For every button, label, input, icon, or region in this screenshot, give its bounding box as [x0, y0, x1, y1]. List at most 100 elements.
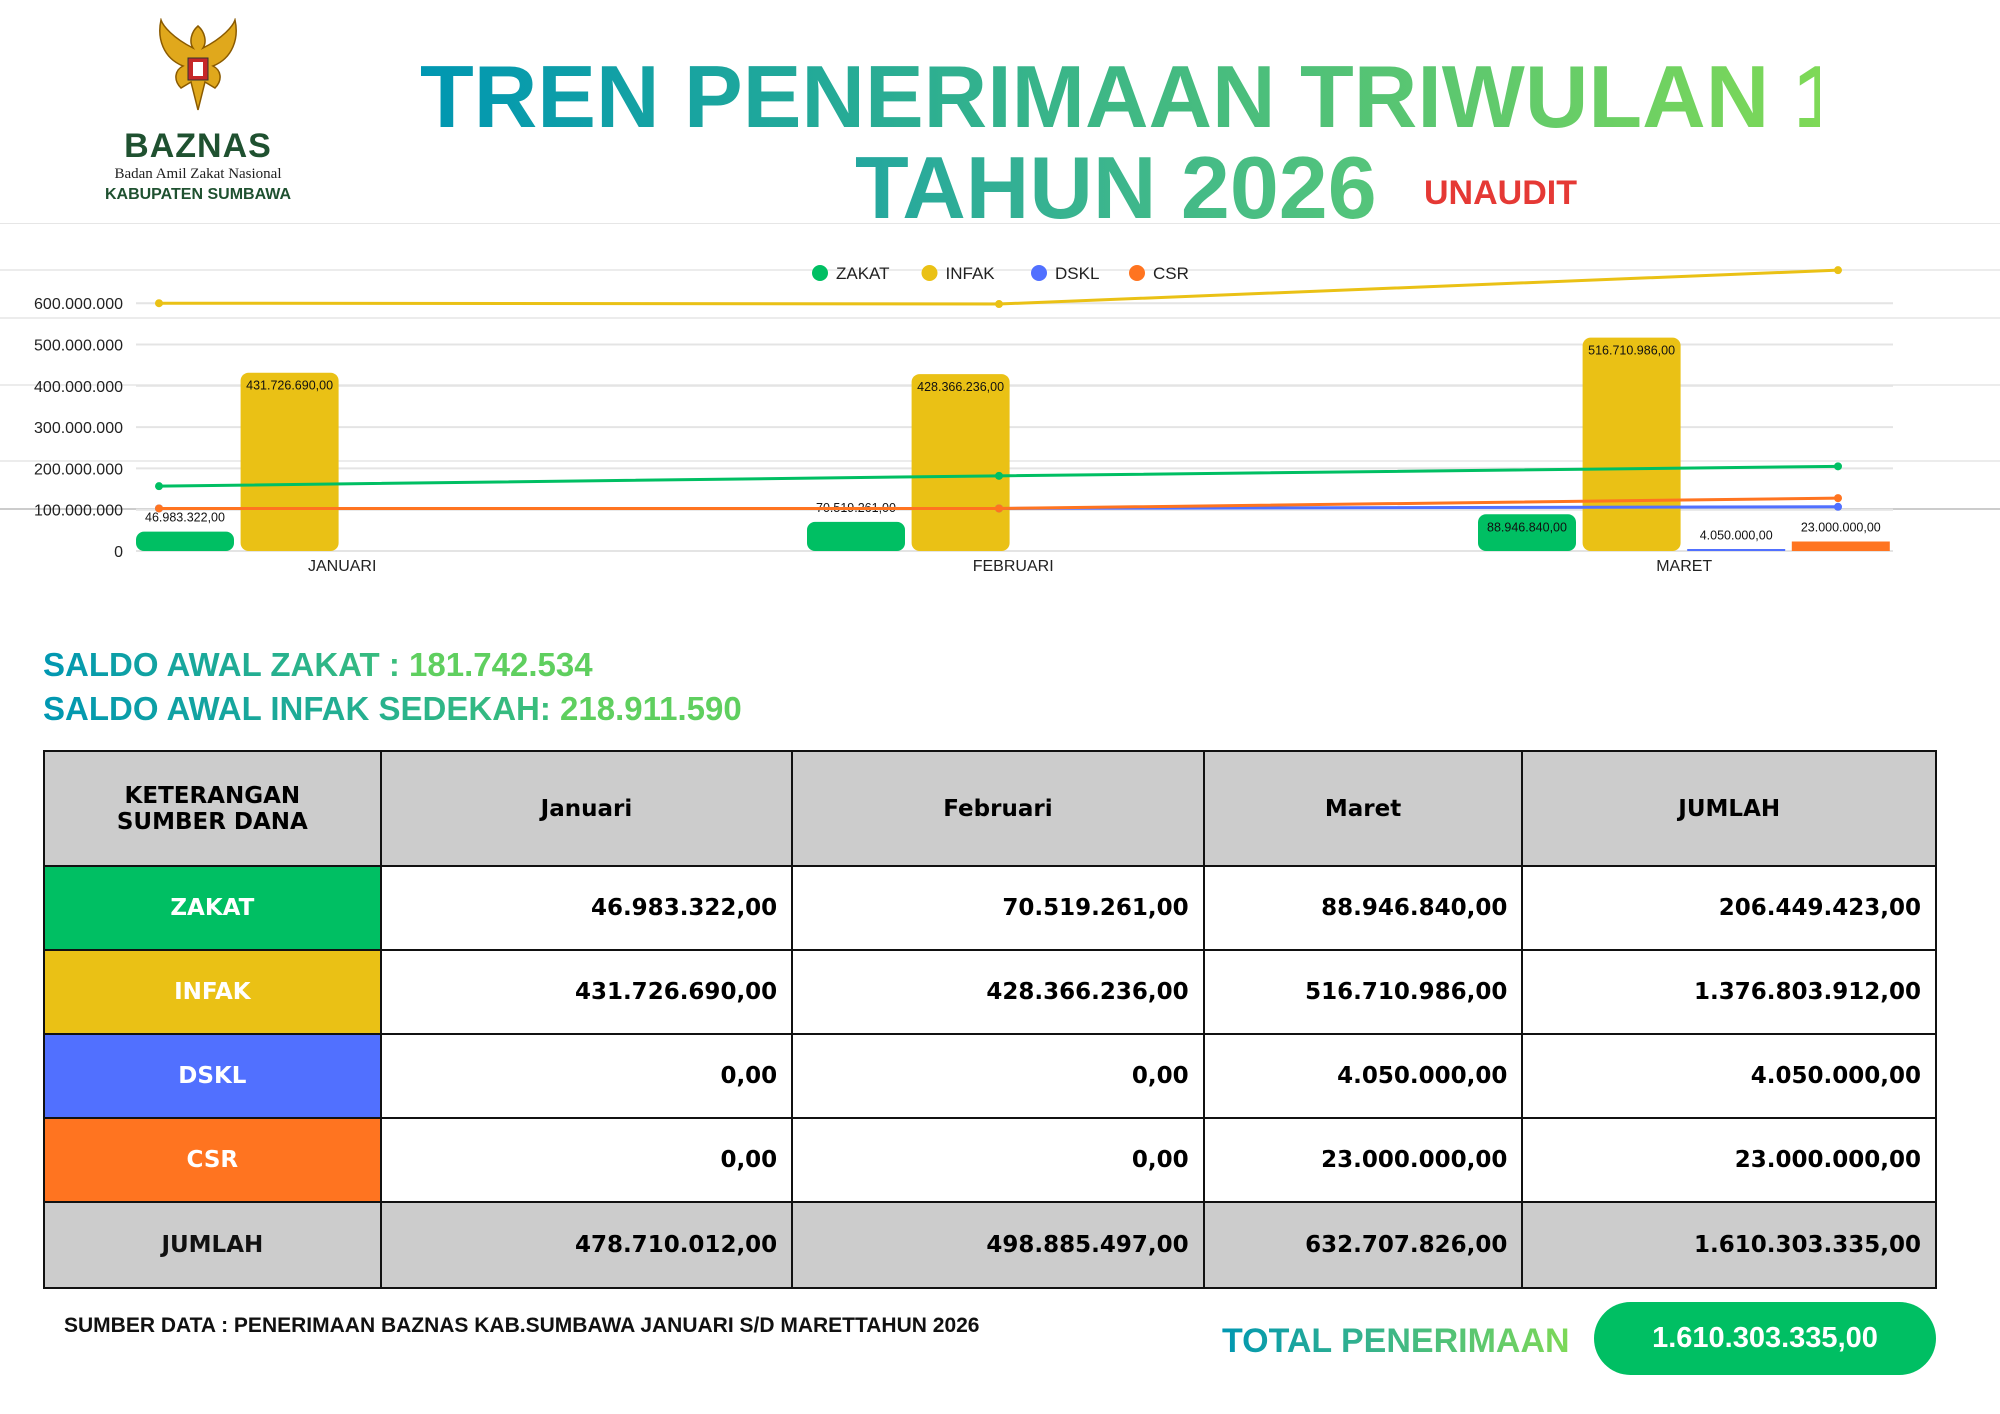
row-value: 70.519.261,00 [791, 865, 1205, 951]
x-category-label: MARET [1656, 558, 1712, 575]
row-value: 0,00 [379, 1117, 794, 1203]
total-value-badge: 1.610.303.335,00 [1594, 1302, 1936, 1375]
org-region: KABUPATEN SUMBAWA [104, 186, 292, 203]
x-category-label: JANUARI [308, 558, 376, 575]
trend-point [155, 504, 163, 513]
header-jumlah: JUMLAH [1521, 750, 1937, 867]
row-label: JUMLAH [43, 1201, 382, 1289]
bar-zakat [807, 521, 905, 551]
saldo-zakat-value: 181.742.534 [409, 646, 593, 683]
data-source-note: SUMBER DATA : PENERIMAAN BAZNAS KAB.SUMB… [64, 1314, 980, 1337]
revenue-chart: 0 100.000.000 200.000.000 300.000.000 400.00… [0, 264, 2000, 575]
header-januari: Januari [379, 750, 794, 867]
bar-data-label: 428.366.236,00 [917, 380, 1004, 394]
row-label: INFAK [43, 949, 382, 1035]
bar-infak [1582, 337, 1681, 551]
row-value: 632.707.826,00 [1202, 1201, 1524, 1289]
row-value: 428.366.236,00 [791, 949, 1205, 1035]
org-subtitle: Badan Amil Zakat Nasional [114, 166, 282, 182]
row-label: DSKL [43, 1033, 382, 1119]
legend-marker-icon [921, 265, 938, 281]
bar-data-label: 23.000.000,00 [1801, 521, 1881, 535]
row-value: 206.449.423,00 [1521, 865, 1937, 951]
table-row: CSR 0,00 0,00 23.000.000,00 23.000.000,00 [43, 1117, 1937, 1203]
saldo-infak-label: SALDO AWAL INFAK SEDEKAH: [43, 690, 561, 727]
trend-point [1834, 494, 1842, 503]
saldo-zakat-label: SALDO AWAL ZAKAT : [43, 646, 410, 683]
trend-point [155, 299, 163, 308]
y-tick-label: 600.000.000 [34, 296, 123, 313]
legend-marker-icon [812, 265, 828, 281]
bar-infak [240, 372, 339, 551]
header-source: KETERANGAN SUMBER DANA [43, 750, 382, 867]
row-value: 1.610.303.335,00 [1521, 1201, 1937, 1289]
row-value: 498.885.497,00 [791, 1201, 1205, 1289]
revenue-table: KETERANGAN SUMBER DANA Januari Februari … [43, 750, 1937, 1289]
row-value: 516.710.986,00 [1202, 949, 1524, 1035]
row-value: 0,00 [791, 1033, 1205, 1119]
unaudit-badge: UNAUDIT [1424, 174, 1577, 212]
bar-data-label: 46.983.322,00 [145, 511, 225, 525]
row-value: 46.983.322,00 [379, 865, 794, 951]
row-label: CSR [43, 1117, 382, 1203]
trend-point [995, 504, 1003, 513]
saldo-infak-value: 218.911.590 [560, 690, 742, 727]
y-tick-label: 200.000.000 [34, 461, 123, 478]
table-row: DSKL 0,00 0,00 4.050.000,00 4.050.000,00 [43, 1033, 1937, 1119]
bar-data-label: 4.050.000,00 [1700, 528, 1773, 542]
y-tick-label: 300.000.000 [34, 420, 123, 437]
trend-point [1834, 266, 1842, 275]
trend-point [1834, 462, 1842, 471]
bar-csr [1791, 541, 1890, 551]
row-value: 478.710.012,00 [379, 1201, 794, 1289]
baznas-logo: BAZNAS Badan Amil Zakat Nasional KABUPAT… [88, 17, 308, 204]
row-value: 0,00 [791, 1117, 1205, 1203]
legend-label: ZAKAT [836, 264, 890, 283]
y-tick-label: 0 [114, 544, 123, 561]
page-title-line1: TREN PENERIMAAN TRIWULAN 1 [420, 47, 1843, 146]
trend-point [995, 471, 1003, 480]
total-label: TOTAL PENERIMAAN [1222, 1322, 1570, 1360]
row-value: 23.000.000,00 [1202, 1117, 1524, 1203]
saldo-infak: SALDO AWAL INFAK SEDEKAH: 218.911.590 [43, 690, 742, 728]
trend-point [155, 482, 163, 491]
header-maret: Maret [1202, 750, 1524, 867]
legend-label: CSR [1153, 264, 1189, 283]
row-value: 4.050.000,00 [1202, 1033, 1524, 1119]
page-title-line2: TAHUN 2026 [855, 138, 1377, 237]
garuda-emblem-icon [159, 17, 237, 111]
legend-marker-icon [1129, 265, 1145, 281]
header-februari: Februari [791, 750, 1205, 867]
trend-point [1834, 502, 1842, 511]
table-row: ZAKAT 46.983.322,00 70.519.261,00 88.946.84… [43, 865, 1937, 951]
y-tick-label: 400.000.000 [34, 379, 123, 396]
row-value: 23.000.000,00 [1521, 1117, 1937, 1203]
row-label: ZAKAT [43, 865, 382, 951]
bar-infak [911, 374, 1010, 551]
row-value: 4.050.000,00 [1521, 1033, 1937, 1119]
row-value: 0,00 [379, 1033, 794, 1119]
bar-dskl [1687, 549, 1786, 551]
bar-data-label: 516.710.986,00 [1588, 344, 1675, 358]
org-name: BAZNAS [124, 127, 272, 165]
header-divider [0, 223, 2000, 224]
y-tick-label: 500.000.000 [34, 338, 123, 355]
trend-line-infak [158, 268, 1839, 306]
legend-label: INFAK [946, 264, 996, 283]
legend-label: DSKL [1055, 264, 1099, 283]
bar-zakat [1478, 514, 1576, 551]
legend-marker-icon [1031, 265, 1047, 281]
bar-zakat [136, 531, 234, 551]
bar-data-label: 88.946.840,00 [1487, 520, 1567, 534]
row-value: 88.946.840,00 [1202, 865, 1524, 951]
saldo-zakat: SALDO AWAL ZAKAT : 181.742.534 [43, 646, 593, 684]
table-row: INFAK 431.726.690,00 428.366.236,00 516.710… [43, 949, 1937, 1035]
row-value: 1.376.803.912,00 [1521, 949, 1937, 1035]
x-category-label: FEBRUARI [973, 558, 1054, 575]
bar-data-label: 431.726.690,00 [246, 379, 333, 393]
table-row: JUMLAH 478.710.012,00 498.885.497,00 632.70… [43, 1201, 1937, 1289]
trend-point [995, 300, 1003, 309]
row-value: 431.726.690,00 [379, 949, 794, 1035]
table-header-row: KETERANGAN SUMBER DANA Januari Februari … [43, 750, 1937, 867]
y-tick-label: 100.000.000 [34, 503, 123, 520]
